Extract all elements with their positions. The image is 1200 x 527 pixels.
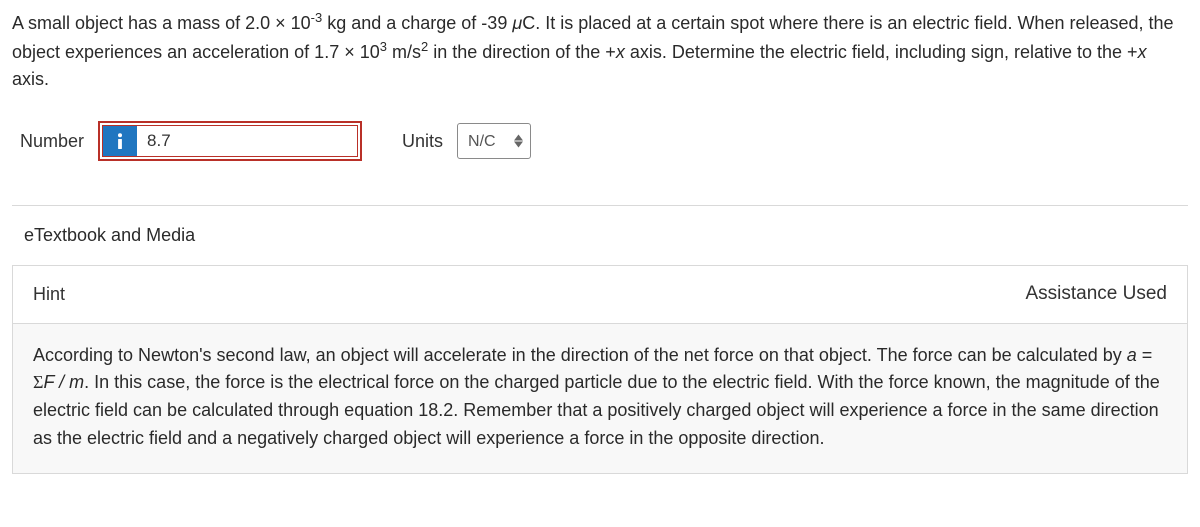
etextbook-row: eTextbook and Media — [12, 205, 1188, 265]
q-exp: 3 — [380, 39, 387, 54]
q-mu: μ — [512, 13, 522, 33]
number-input-inner — [102, 125, 358, 157]
units-select-wrap: N/C — [457, 123, 531, 159]
q-part: A small object has a mass of 2.0 × 10 — [12, 13, 311, 33]
units-select[interactable]: N/C — [457, 123, 531, 159]
question-text: A small object has a mass of 2.0 × 10-3 … — [12, 8, 1188, 93]
hint-a: a — [1127, 345, 1137, 365]
answer-row: Number Units N/C — [20, 121, 1188, 161]
q-x: x — [616, 42, 625, 62]
hint-part: . In this case, the force is the electri… — [33, 372, 1160, 448]
hint-box: Hint Assistance Used According to Newton… — [12, 265, 1188, 474]
hint-fm: F / m — [43, 372, 84, 392]
sigma-icon: Σ — [33, 372, 43, 392]
assistance-used-label: Assistance Used — [1025, 280, 1167, 309]
units-label: Units — [402, 128, 443, 155]
hint-title: Hint — [33, 281, 65, 308]
hint-part: According to Newton's second law, an obj… — [33, 345, 1127, 365]
number-label: Number — [20, 128, 84, 155]
hint-body: According to Newton's second law, an obj… — [13, 324, 1187, 474]
number-input[interactable] — [137, 126, 357, 156]
q-part: m/s — [387, 42, 421, 62]
q-x: x — [1138, 42, 1147, 62]
info-icon[interactable] — [103, 126, 137, 156]
q-part: in the direction of the + — [428, 42, 616, 62]
etextbook-link[interactable]: eTextbook and Media — [24, 225, 195, 245]
q-part: axis. — [12, 69, 49, 89]
hint-header: Hint Assistance Used — [13, 266, 1187, 324]
hint-eqsp: = — [1137, 345, 1153, 365]
q-exp: -3 — [311, 10, 323, 25]
number-input-wrap — [98, 121, 362, 161]
q-part: axis. Determine the electric field, incl… — [625, 42, 1138, 62]
q-part: kg and a charge of -39 — [322, 13, 512, 33]
